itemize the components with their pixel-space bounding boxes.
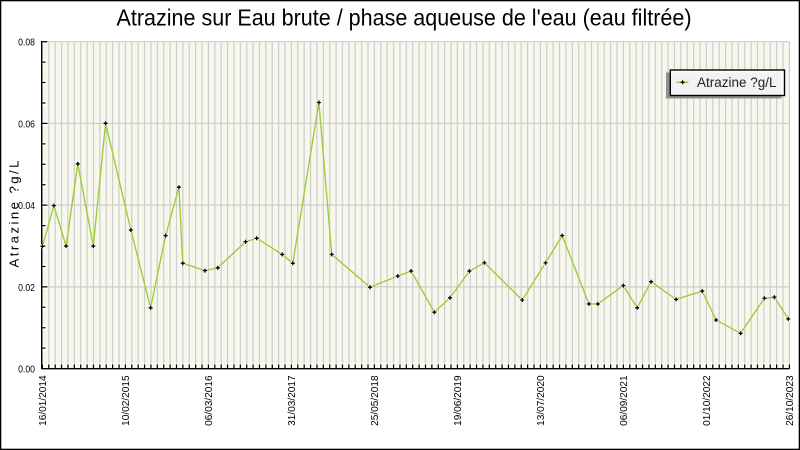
svg-text:31/03/2017: 31/03/2017 [287, 375, 298, 426]
svg-text:10/02/2015: 10/02/2015 [121, 375, 132, 426]
svg-text:06/09/2021: 06/09/2021 [619, 375, 630, 426]
svg-text:Atrazine ?g/L: Atrazine ?g/L [7, 161, 22, 268]
svg-text:06/03/2016: 06/03/2016 [204, 375, 215, 426]
svg-text:01/10/2022: 01/10/2022 [702, 375, 713, 426]
svg-text:16/01/2014: 16/01/2014 [38, 375, 49, 426]
svg-text:Atrazine ?g/L: Atrazine ?g/L [697, 75, 777, 90]
svg-text:0.06: 0.06 [18, 119, 35, 130]
svg-text:Atrazine sur Eau brute / phase: Atrazine sur Eau brute / phase aqueuse d… [117, 5, 692, 31]
svg-text:0.08: 0.08 [18, 38, 35, 49]
svg-text:13/07/2020: 13/07/2020 [536, 375, 547, 426]
svg-text:0.00: 0.00 [18, 365, 35, 376]
svg-text:26/10/2023: 26/10/2023 [785, 375, 796, 426]
svg-text:0.02: 0.02 [18, 283, 35, 294]
svg-text:19/06/2019: 19/06/2019 [453, 375, 464, 426]
svg-text:25/05/2018: 25/05/2018 [370, 375, 381, 426]
svg-text:0.04: 0.04 [18, 201, 35, 212]
